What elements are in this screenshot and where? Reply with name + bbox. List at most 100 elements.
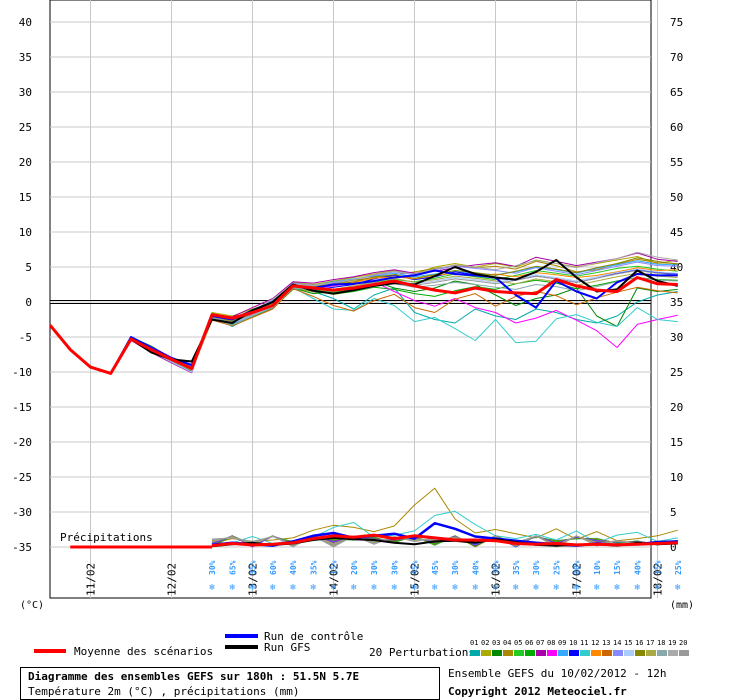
- snowflake-icon: ❄: [270, 583, 276, 593]
- precip-tick-label: 70: [670, 51, 683, 64]
- precip-tick-label: 20: [670, 401, 683, 414]
- grid: [49, 0, 658, 599]
- snow-probability-label: 20%: [573, 560, 582, 575]
- snow-probability-label: 25%: [674, 560, 683, 575]
- snow-probability-label: 25%: [552, 560, 561, 575]
- legend-pert-id: 05: [514, 639, 522, 647]
- legend-pert-swatch: [591, 650, 601, 656]
- precip-label: Précipitations: [60, 531, 153, 544]
- snow-probability-label: 10%: [593, 560, 602, 575]
- snow-probability-label: 30%: [370, 560, 379, 575]
- precip-tick-label: 45: [670, 226, 683, 239]
- precip-tick-label: 50: [670, 191, 683, 204]
- legend-pert-swatch: [558, 650, 568, 656]
- snow-probability-label: 35%: [512, 560, 521, 575]
- snow-probability-label: 40%: [289, 560, 298, 575]
- legend-pert-swatch: [580, 650, 590, 656]
- legend-pert-swatch: [547, 650, 557, 656]
- mean-line: [48, 276, 678, 375]
- snowflake-icon: ❄: [432, 583, 438, 593]
- legend-pert-swatch: [657, 650, 667, 656]
- legend-pert-id: 20: [679, 639, 687, 647]
- legend-pert-swatch: [602, 650, 612, 656]
- date-tick-label: 14/02: [328, 563, 341, 596]
- snowflake-icon: ❄: [513, 583, 519, 593]
- legend-pert-id: 12: [591, 639, 599, 647]
- precip-tick-label: 55: [670, 156, 683, 169]
- snowflake-icon: ❄: [635, 583, 641, 593]
- snowflake-icon: ❄: [209, 583, 215, 593]
- gfs-line: [49, 259, 678, 375]
- snowflake-icon: ❄: [533, 583, 539, 593]
- legend-pert-swatch: [679, 650, 689, 656]
- snow-probability-label: 15%: [654, 560, 663, 575]
- temperature-series: [48, 251, 678, 375]
- date-tick-label: 15/02: [409, 563, 422, 596]
- precip-tick-label: 75: [670, 16, 683, 29]
- legend-control-label: Run de contrôle: [264, 630, 363, 643]
- temp-tick-label: -15: [12, 401, 32, 414]
- snow-probability-label: 40%: [471, 560, 480, 575]
- legend-pert-id: 09: [558, 639, 566, 647]
- snowflake-icon: ❄: [311, 583, 317, 593]
- temp-tick-label: -10: [12, 366, 32, 379]
- date-tick-label: 13/02: [247, 563, 260, 596]
- legend-pert-swatch: [514, 650, 524, 656]
- snow-probability-label: 40%: [633, 560, 642, 575]
- temp-tick-label: -20: [12, 436, 32, 449]
- snow-probability-label: 35%: [249, 560, 258, 575]
- legend-pert-id: 16: [635, 639, 643, 647]
- snow-probability-row: ❄ 30% ❄ 65% ❄ 35% ❄ 60% ❄ 40% ❄ 35% ❄ 15% ❄ 20% ❄ 30% ❄ 30%…: [208, 560, 683, 593]
- precip-mean-line: [211, 533, 678, 548]
- snowflake-icon: ❄: [412, 583, 418, 593]
- control-line: [49, 269, 678, 375]
- legend-pert-id: 04: [503, 639, 511, 647]
- temp-tick-label: -5: [19, 331, 32, 344]
- snow-probability-label: 35%: [309, 560, 318, 575]
- legend-pert-swatch: [646, 650, 656, 656]
- legend-pert-id: 08: [547, 639, 555, 647]
- snowflake-icon: ❄: [351, 583, 357, 593]
- snowflake-icon: ❄: [493, 583, 499, 593]
- legend-pert-swatch: [635, 650, 645, 656]
- chart-subtitle: Température 2m (°C) , précipitations (mm…: [28, 685, 300, 698]
- snow-probability-label: 30%: [390, 560, 399, 575]
- legend-pert-swatch: [492, 650, 502, 656]
- legend-pert-swatch: [503, 650, 513, 656]
- legend-pert-id: 03: [492, 639, 500, 647]
- snowflake-icon: ❄: [230, 583, 236, 593]
- snowflake-icon: ❄: [473, 583, 479, 593]
- precip-tick-label: 5: [670, 506, 677, 519]
- legend-mean-label: Moyenne des scénarios: [74, 645, 213, 658]
- temp-tick-label: 35: [19, 51, 32, 64]
- precip-tick-label: 25: [670, 366, 683, 379]
- snow-probability-label: 15%: [613, 560, 622, 575]
- precipitation-series: [70, 487, 678, 549]
- chart-title: Diagramme des ensembles GEFS sur 180h : …: [28, 670, 360, 683]
- legend-pert-swatch: [569, 650, 579, 656]
- legend-pert-swatch: [624, 650, 634, 656]
- legend-perturbations-label: 20 Perturbations: [369, 646, 475, 659]
- legend-pert-id: 18: [657, 639, 665, 647]
- plot-frame: [49, 0, 652, 599]
- date-tick-label: 11/02: [85, 563, 98, 596]
- legend-pert-swatch: [481, 650, 491, 656]
- legend-pert-id: 06: [525, 639, 533, 647]
- snowflake-icon: ❄: [250, 583, 256, 593]
- copyright: Copyright 2012 Meteociel.fr: [448, 685, 627, 698]
- date-tick-label: 18/02: [652, 563, 665, 596]
- legend-pert-id: 14: [613, 639, 621, 647]
- legend-pert-id: 01: [470, 639, 478, 647]
- legend-pert-id: 19: [668, 639, 676, 647]
- snowflake-icon: ❄: [655, 583, 661, 593]
- temp-tick-label: 20: [19, 156, 32, 169]
- legend-pert-swatch: [536, 650, 546, 656]
- snowflake-icon: ❄: [574, 583, 580, 593]
- snowflake-icon: ❄: [392, 583, 398, 593]
- snowflake-icon: ❄: [614, 583, 620, 593]
- snow-probability-label: 30%: [208, 560, 217, 575]
- snow-probability-label: 30%: [532, 560, 541, 575]
- legend-pert-id: 10: [569, 639, 577, 647]
